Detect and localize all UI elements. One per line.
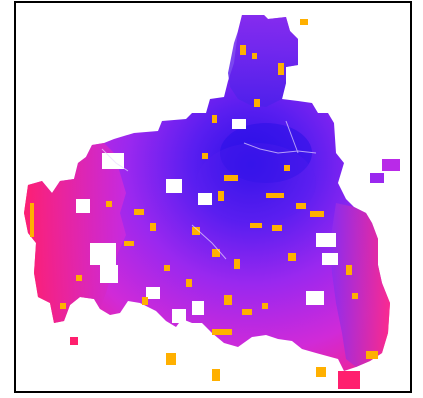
heatmap-region[interactable] bbox=[16, 3, 410, 391]
map-highlights bbox=[30, 19, 378, 359]
map-frame bbox=[14, 1, 412, 393]
map-roads bbox=[101, 120, 317, 260]
map-north-lobe bbox=[228, 15, 298, 107]
map-fragments bbox=[70, 159, 400, 389]
map-east-region bbox=[330, 203, 390, 367]
map-gaps bbox=[76, 119, 366, 323]
